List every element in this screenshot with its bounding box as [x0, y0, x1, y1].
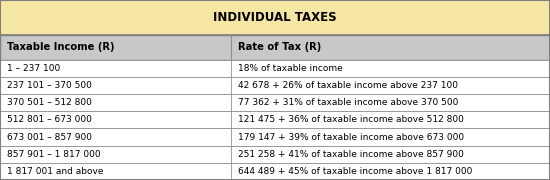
- Text: 644 489 + 45% of taxable income above 1 817 000: 644 489 + 45% of taxable income above 1 …: [238, 167, 472, 176]
- Bar: [0, 146, 550, 163]
- Bar: [0, 94, 550, 111]
- Text: 237 101 – 370 500: 237 101 – 370 500: [7, 81, 91, 90]
- Text: 512 801 – 673 000: 512 801 – 673 000: [7, 115, 91, 124]
- Bar: [0, 60, 550, 77]
- Text: 1 817 001 and above: 1 817 001 and above: [7, 167, 103, 176]
- Text: Rate of Tax (R): Rate of Tax (R): [238, 42, 321, 52]
- Bar: [0, 77, 550, 94]
- Text: 42 678 + 26% of taxable income above 237 100: 42 678 + 26% of taxable income above 237…: [238, 81, 458, 90]
- Bar: [0, 35, 550, 60]
- Bar: [0, 0, 550, 35]
- Text: 121 475 + 36% of taxable income above 512 800: 121 475 + 36% of taxable income above 51…: [238, 115, 464, 124]
- Text: 179 147 + 39% of taxable income above 673 000: 179 147 + 39% of taxable income above 67…: [238, 132, 464, 141]
- Text: Taxable Income (R): Taxable Income (R): [7, 42, 114, 52]
- Text: 1 – 237 100: 1 – 237 100: [7, 64, 60, 73]
- Bar: [0, 129, 550, 146]
- Text: 251 258 + 41% of taxable income above 857 900: 251 258 + 41% of taxable income above 85…: [238, 150, 464, 159]
- Text: 673 001 – 857 900: 673 001 – 857 900: [7, 132, 92, 141]
- Text: 77 362 + 31% of taxable income above 370 500: 77 362 + 31% of taxable income above 370…: [238, 98, 458, 107]
- Text: INDIVIDUAL TAXES: INDIVIDUAL TAXES: [213, 11, 337, 24]
- Bar: [0, 163, 550, 180]
- Text: 857 901 – 1 817 000: 857 901 – 1 817 000: [7, 150, 100, 159]
- Text: 18% of taxable income: 18% of taxable income: [238, 64, 342, 73]
- Text: 370 501 – 512 800: 370 501 – 512 800: [7, 98, 91, 107]
- Bar: [0, 111, 550, 129]
